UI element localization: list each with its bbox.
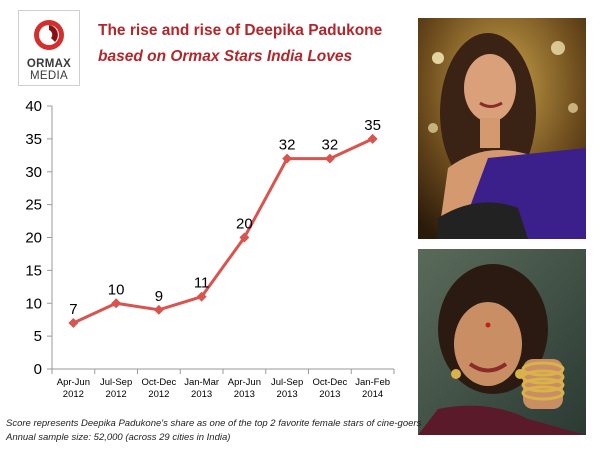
x-tick-label: Oct-Dec: [141, 377, 176, 388]
y-tick-label: 20: [25, 230, 42, 247]
y-tick-label: 25: [25, 197, 42, 214]
y-tick-label: 0: [34, 361, 42, 378]
x-tick-label-year: 2012: [148, 389, 169, 400]
data-label: 35: [364, 117, 381, 134]
x-tick-label: Apr-Jun: [57, 377, 90, 388]
x-tick-label: Jul-Sep: [271, 377, 303, 388]
y-tick-label: 10: [25, 295, 42, 312]
x-tick-label: Apr-Jun: [228, 377, 261, 388]
x-tick-label-year: 2012: [63, 389, 84, 400]
x-tick-label: Jul-Sep: [100, 377, 132, 388]
y-tick-label: 35: [25, 131, 42, 148]
data-point: [324, 153, 335, 164]
data-point: [196, 291, 207, 302]
data-point: [153, 304, 164, 315]
x-tick-label-year: 2013: [191, 389, 212, 400]
x-tick-label-year: 2013: [277, 389, 298, 400]
data-point: [111, 298, 122, 309]
data-point: [68, 318, 79, 328]
x-tick-label-year: 2014: [362, 389, 383, 400]
photo-bottom: [418, 249, 586, 435]
data-point: [367, 133, 378, 144]
y-tick-label: 40: [25, 98, 42, 115]
y-tick-label: 15: [25, 262, 42, 279]
data-label: 9: [155, 288, 163, 305]
footnote-sample: Annual sample size: 52,000 (across 29 ci…: [6, 432, 231, 443]
series-line: [72, 137, 374, 325]
y-tick-label: 5: [34, 328, 42, 345]
footnote-score: Score represents Deepika Padukone's shar…: [6, 418, 422, 429]
x-tick-label-year: 2013: [234, 389, 255, 400]
photo-top: [418, 18, 586, 239]
x-tick-label: Jan-Mar: [184, 377, 219, 388]
x-tick-label-year: 2012: [106, 389, 127, 400]
data-label: 20: [236, 216, 253, 233]
data-label: 10: [108, 281, 125, 298]
logo-line1: ORMAX: [26, 58, 72, 70]
logo-line2: MEDIA: [30, 70, 68, 82]
line-chart: 0510152025303540Apr-Jun2012Jul-Sep2012Oc…: [25, 98, 395, 400]
data-label: 11: [194, 275, 210, 292]
x-tick-label-year: 2013: [319, 389, 340, 400]
chart-title: The rise and rise of Deepika Padukone: [98, 22, 383, 39]
data-point: [239, 232, 250, 243]
x-tick-label: Jan-Feb: [355, 377, 390, 388]
y-tick-label: 30: [25, 164, 42, 181]
chart-subtitle: based on Ormax Stars India Loves: [98, 48, 353, 65]
x-tick-label: Oct-Dec: [312, 377, 347, 388]
data-label: 32: [322, 137, 339, 154]
data-label: 7: [69, 301, 77, 318]
ormax-logo: ORMAX MEDIA: [18, 10, 80, 86]
data-label: 32: [279, 137, 296, 154]
